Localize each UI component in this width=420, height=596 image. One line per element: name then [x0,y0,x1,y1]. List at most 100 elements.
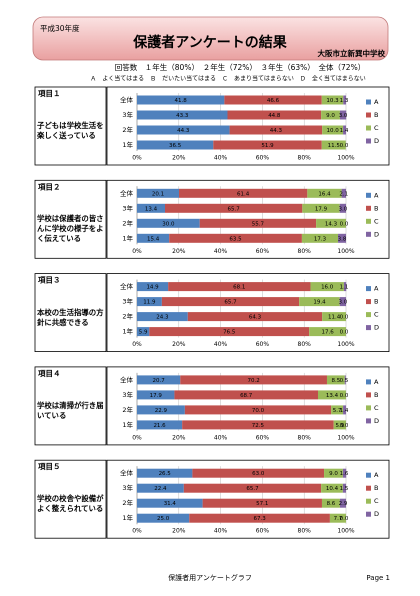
legend-label: D [374,324,379,332]
value-label: 20.1 [152,191,164,197]
bar-segment [137,233,170,243]
bar-segment [165,203,303,213]
question: 学校は清掃が行き届いている [37,400,104,420]
value-label: 70.2 [247,378,259,384]
x-tick-label: 60% [256,528,270,535]
x-tick-label: 80% [298,434,312,441]
legend-label: B [374,484,378,492]
bar-segment [137,405,185,415]
value-label: 64.3 [249,315,262,321]
bar-segment [342,483,346,493]
value-label: 0.0 [340,330,349,336]
bar-segment [321,110,340,120]
legend-swatch [366,379,371,385]
legend-label: D [374,510,379,518]
legend-swatch [366,498,371,504]
x-tick-label: 0% [132,528,142,535]
legend-swatch [366,231,371,237]
x-tick-label: 60% [256,248,270,255]
category-label: 2年 [122,125,133,134]
x-tick-label: 100% [337,434,354,441]
value-label: 7.7 [334,516,343,522]
legend-label: B [374,391,378,399]
bar-segment [341,188,346,198]
value-label: 0.0 [340,516,349,522]
x-tick-label: 60% [256,434,270,441]
value-label: 2.1 [339,191,348,197]
bar-segment [316,218,346,228]
bar-segment [321,140,346,150]
value-label: 63.5 [229,236,242,242]
value-label: 19.4 [313,300,326,306]
legend-label: A [374,191,379,199]
bar-segment [189,513,330,523]
header-year: 平成30年度 [40,23,80,33]
value-label: 17.6 [321,330,334,336]
value-label: 44.3 [270,128,283,134]
value-label: 3.0 [339,113,348,119]
legend-swatch [366,472,371,478]
bar-segment [168,282,311,292]
value-label: 51.9 [261,143,274,149]
value-label: 76.5 [223,330,236,336]
x-tick-label: 40% [214,341,228,348]
bar-segment [174,390,318,400]
value-label: 21.6 [153,423,166,429]
category-label: 全体 [120,188,134,197]
value-label: 13.4 [326,393,339,399]
value-label: 8.6 [327,501,336,507]
item-box [34,366,107,446]
x-tick-label: 100% [337,248,354,255]
legend-swatch [366,125,371,131]
legend-label: C [374,124,379,132]
category-label: 1年 [122,233,133,242]
value-label: 15.4 [147,236,160,242]
legend-label: A [374,378,379,386]
bar-segment [326,375,345,385]
legend-swatch [366,99,371,105]
bar-segment [321,95,344,105]
value-label: 5.7 [333,408,342,414]
value-label: 10.3 [326,98,339,104]
legend-swatch [366,405,371,411]
value-label: 63.0 [252,471,265,477]
bar-segment [184,405,332,415]
value-label: 1.4 [340,128,349,134]
category-label: 3年 [122,390,133,399]
value-label: 22.9 [155,408,168,414]
value-label: 17.9 [315,206,328,212]
question: 学校は保護者の皆さんに学校の様子をよく伝えている [37,214,104,244]
legend-swatch [366,392,371,398]
bar-segment [331,405,344,415]
value-label: 46.6 [267,98,280,104]
bar-segment [339,203,346,213]
legend-swatch [366,138,371,144]
value-label: 1.1 [340,285,349,291]
bar-segment [187,312,323,322]
legend-label: B [374,298,378,306]
legend-label: C [374,404,379,412]
legend-swatch [366,192,371,198]
value-label: 65.7 [228,206,241,212]
item-title: 項目１ [38,89,61,98]
question: 子どもは学校生活を楽しく送っている [37,121,104,140]
bar-segment [299,297,340,307]
category-label: 3年 [122,110,133,119]
item-box [34,86,107,166]
legend-note: Ａ よく当てはまる Ｂ だいたい当てはまる Ｃ あまり当てはまらない Ｄ 全く当… [90,75,366,83]
bar-segment [180,375,327,385]
legend-swatch [366,112,371,118]
bar-segment [344,375,346,385]
legend-label: A [374,471,379,479]
category-label: 3年 [122,203,133,212]
value-label: 0.0 [340,315,349,321]
x-tick-label: 100% [337,528,354,535]
value-label: 44.3 [177,128,190,134]
chart-box [106,273,390,353]
chart-box [106,459,390,539]
bar-segment [329,513,346,523]
value-label: 0.5 [340,378,349,384]
item-box [34,179,107,259]
value-label: 20.7 [153,378,166,384]
value-label: 11.9 [143,300,156,306]
